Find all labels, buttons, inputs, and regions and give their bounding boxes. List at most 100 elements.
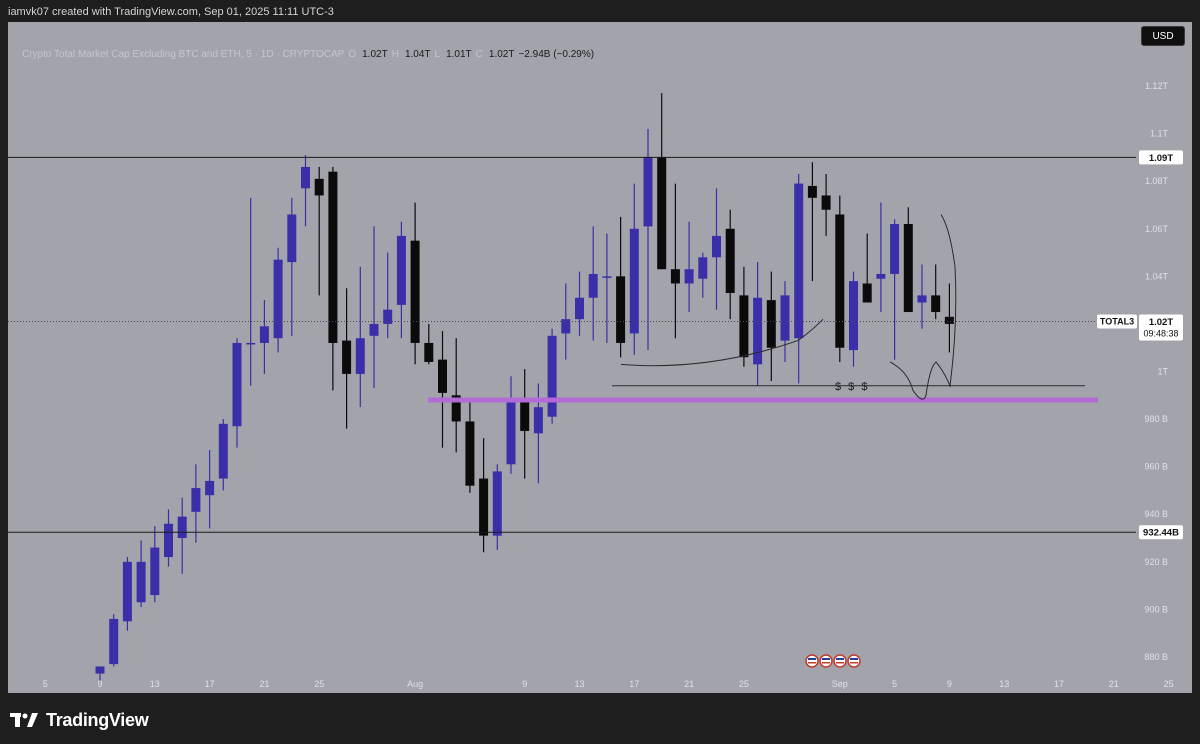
candle-body	[492, 471, 502, 536]
y-tick-label: 900 B	[1144, 604, 1168, 614]
candlestick-chart[interactable]: $ $ $ 880 B 900 B 920 B 940 B 960 B 980 B 1T 1.0…	[8, 22, 1192, 693]
candle-body	[246, 342, 256, 345]
candle-body	[739, 295, 749, 358]
legend-open: 1.02T	[362, 49, 388, 60]
candle-body	[698, 257, 708, 279]
chart-area[interactable]: $ $ $ 880 B 900 B 920 B 940 B 960 B 980 B 1T 1.0…	[8, 22, 1192, 693]
x-tick-label: 21	[259, 679, 269, 689]
x-tick-label: 13	[999, 679, 1009, 689]
x-tick-label: 9	[522, 679, 527, 689]
candle-body	[424, 342, 434, 362]
symbol-tag-bg	[1097, 314, 1137, 329]
legend-open-label: O	[348, 49, 357, 60]
event-flag-stripe	[836, 662, 844, 664]
candle-body	[643, 157, 653, 227]
candle-body	[561, 319, 571, 334]
x-tick-label: 13	[574, 679, 584, 689]
candle-body	[451, 395, 461, 422]
x-tick-label: Aug	[407, 679, 423, 689]
event-flag-icon	[805, 654, 819, 668]
event-flag-stripe	[808, 658, 816, 660]
y-tick-label: 940 B	[1144, 509, 1168, 519]
candle-body	[712, 235, 721, 258]
y-tick-label: 1.1T	[1150, 129, 1169, 139]
y-tick-label: 1.06T	[1145, 224, 1169, 234]
candle-body	[314, 178, 324, 196]
candle-body	[807, 185, 817, 198]
candle-body	[396, 235, 406, 305]
tradingview-logo-icon	[10, 713, 38, 727]
candle-body	[588, 273, 598, 298]
event-flag-stripe	[822, 662, 830, 664]
y-tick-label: 1T	[1157, 367, 1168, 377]
legend-high: 1.04T	[404, 49, 431, 60]
candle-body	[164, 523, 173, 558]
event-flag-stripe	[822, 658, 830, 660]
level-price-label: 932.44B	[1143, 528, 1179, 539]
level-price-label-bg	[1139, 150, 1183, 165]
candle-body	[109, 618, 119, 665]
y-tick-label: 980 B	[1144, 414, 1168, 424]
event-flag-icon	[819, 654, 833, 668]
bar-countdown: 09:48:38	[1143, 329, 1178, 339]
candle-body	[670, 269, 680, 284]
legend-change: −2.94B (−0.29%)	[518, 49, 595, 60]
candle-body	[218, 423, 228, 479]
candle-body	[753, 297, 763, 365]
candle-body	[520, 397, 530, 431]
legend-title: Crypto Total Market Cap Excluding BTC an…	[22, 49, 345, 60]
event-flag-stripe	[808, 662, 816, 664]
candle-body	[766, 300, 776, 348]
candle-body	[931, 295, 941, 313]
candle-body	[533, 407, 543, 434]
tradingview-brand: TradingView	[46, 709, 149, 730]
candle-body	[629, 228, 639, 334]
candle-body	[890, 224, 900, 274]
candle-body	[122, 561, 132, 622]
x-tick-label: 9	[947, 679, 952, 689]
x-tick-label: 25	[1164, 679, 1174, 689]
event-flag-icon	[833, 654, 847, 668]
candle-body	[903, 224, 913, 313]
candle-body	[547, 335, 557, 417]
candle-body	[876, 273, 886, 279]
candle-body	[95, 666, 105, 674]
event-flag-stripe	[836, 658, 844, 660]
x-tick-label: 25	[314, 679, 324, 689]
candle-body	[259, 326, 269, 343]
candle-body	[355, 338, 365, 374]
liquidity-annotation: $ $ $	[835, 381, 869, 393]
candle-body	[136, 561, 146, 603]
currency-button[interactable]: USD	[1141, 26, 1185, 46]
candle-body	[342, 340, 352, 374]
candle-body	[369, 323, 379, 336]
candle-body	[575, 297, 584, 320]
level-price-label: 1.09T	[1149, 153, 1173, 164]
event-flag-stripe	[850, 658, 858, 660]
chart-attribution: iamvk07 created with TradingView.com, Se…	[8, 6, 334, 18]
event-flag-icon	[847, 654, 861, 668]
x-tick-label: 21	[1109, 679, 1119, 689]
projected-path	[889, 214, 957, 400]
x-tick-label: 25	[739, 679, 749, 689]
symbol-tag: TOTAL3	[1100, 317, 1134, 327]
y-tick-label: 1.08T	[1145, 176, 1169, 186]
candle-body	[383, 309, 393, 324]
last-price-label: 1.02T	[1149, 317, 1173, 328]
candle-body	[301, 166, 310, 189]
candle-body	[657, 157, 667, 270]
x-tick-label: 9	[97, 679, 102, 689]
candle-body	[849, 281, 858, 351]
x-tick-label: 21	[684, 679, 694, 689]
legend-low: 1.01T	[446, 49, 472, 60]
candle-body	[232, 342, 242, 427]
candle-body	[725, 228, 735, 293]
last-price-bg	[1139, 314, 1183, 341]
candle-body	[150, 547, 160, 596]
rounded-bottom-curve	[620, 318, 824, 367]
candle-body	[821, 195, 831, 210]
candle-body	[205, 480, 215, 496]
level-price-label-bg	[1139, 525, 1183, 540]
x-tick-label: 17	[1054, 679, 1064, 689]
candle-body	[780, 295, 790, 341]
